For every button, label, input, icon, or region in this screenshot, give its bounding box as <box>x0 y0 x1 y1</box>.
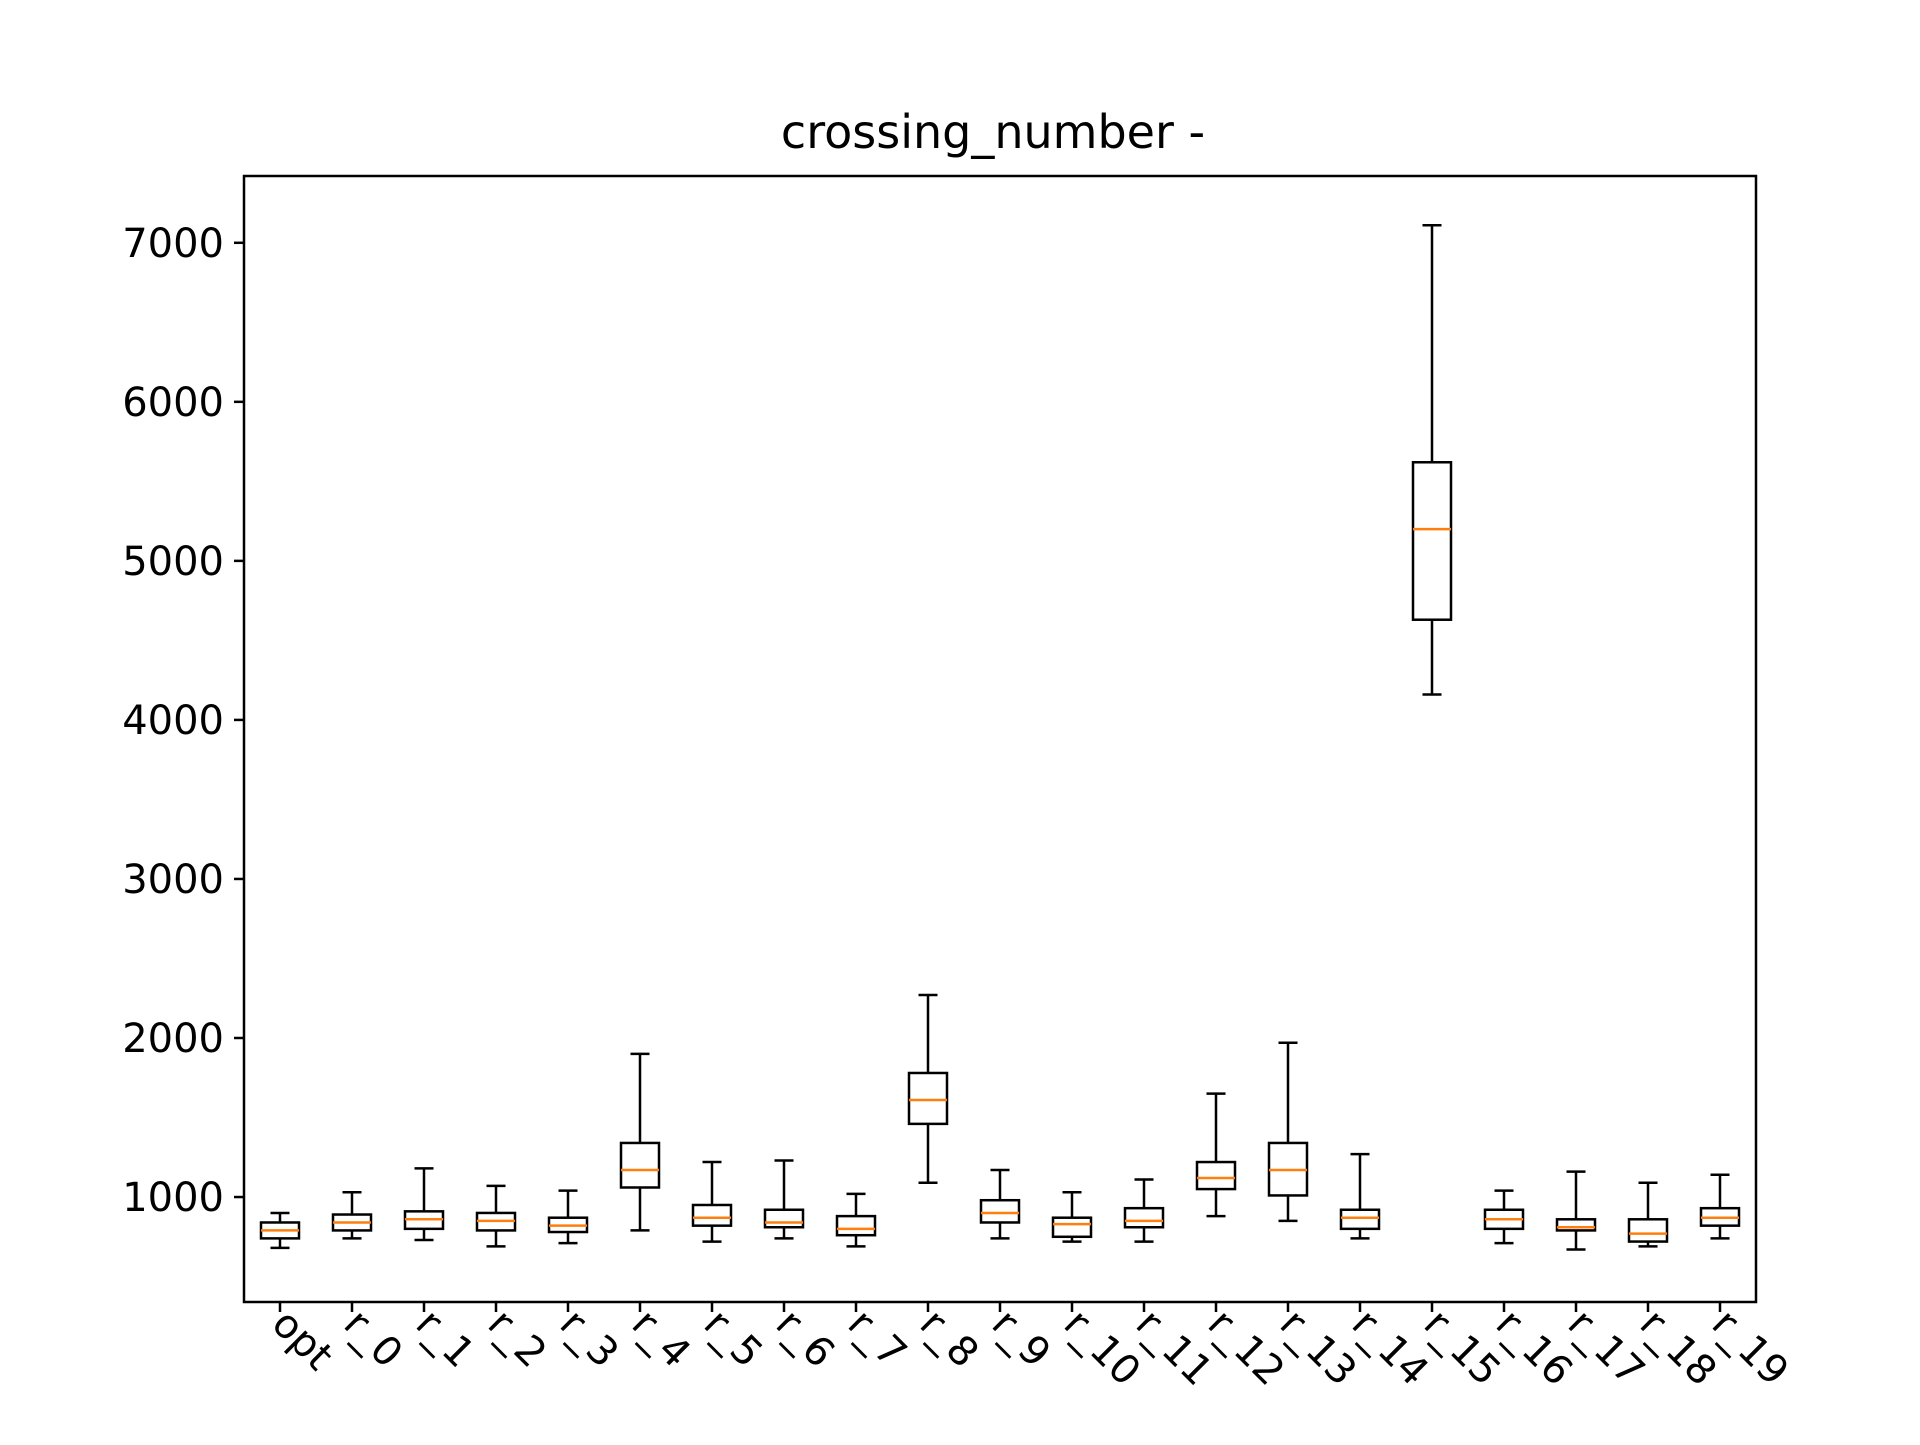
x-tick-label: r_18 <box>1631 1301 1725 1395</box>
box-r-16 <box>1483 1189 1525 1245</box>
x-tick-label: r_9 <box>983 1301 1059 1377</box>
box-body <box>835 1214 877 1237</box>
box-r-13 <box>1267 1041 1309 1223</box>
box-r-2 <box>475 1184 517 1248</box>
y-tick-label: 5000 <box>122 539 224 585</box>
box-r-14 <box>1339 1152 1381 1240</box>
box-r-0 <box>331 1191 373 1240</box>
y-tick-label: 1000 <box>122 1175 224 1221</box>
box-r-11 <box>1123 1178 1165 1243</box>
box-r-15 <box>1411 224 1453 696</box>
box-r-12 <box>1195 1092 1237 1218</box>
box-body <box>979 1198 1021 1224</box>
x-tick-label: r_15 <box>1415 1301 1509 1395</box>
box-r-3 <box>547 1189 589 1245</box>
x-tick-label: r_16 <box>1487 1301 1581 1395</box>
x-tick-label: r_12 <box>1199 1301 1293 1395</box>
chart-title: crossing_number - <box>781 105 1205 159</box>
box-r-1 <box>403 1167 445 1242</box>
box-body <box>1123 1206 1165 1229</box>
x-tick-label: r_3 <box>551 1301 627 1377</box>
box-r-10 <box>1051 1191 1093 1243</box>
box-body <box>691 1203 733 1227</box>
x-tick-label: r_8 <box>911 1301 987 1377</box>
box-body <box>763 1208 805 1229</box>
x-tick-label: r_17 <box>1559 1301 1653 1395</box>
box-body <box>1051 1216 1093 1239</box>
axes-layer: 1000 2000 3000 4000 5000 6000 7000 optr_0r_1r_2… <box>122 174 1797 1395</box>
box-body <box>1339 1208 1381 1231</box>
x-tick-label: r_10 <box>1055 1301 1149 1395</box>
box-body <box>1411 461 1453 621</box>
x-tick-label: r_19 <box>1703 1301 1797 1395</box>
box-r-4 <box>619 1052 661 1232</box>
box-opt <box>259 1211 301 1250</box>
box-body <box>1627 1218 1669 1243</box>
y-tick-label: 7000 <box>122 221 224 267</box>
box-r-7 <box>835 1192 877 1248</box>
box-r-17 <box>1555 1170 1597 1251</box>
box-r-18 <box>1627 1181 1669 1248</box>
box-body <box>907 1071 949 1126</box>
plot-frame <box>242 174 1758 1304</box>
y-tick-label: 2000 <box>122 1016 224 1062</box>
box-body <box>1195 1160 1237 1191</box>
x-tick-label: r_14 <box>1343 1301 1437 1395</box>
box-body <box>1555 1218 1597 1232</box>
y-tick-label: 4000 <box>122 698 224 744</box>
box-r-9 <box>979 1168 1021 1240</box>
box-r-19 <box>1699 1173 1741 1240</box>
x-tick-label: r_1 <box>407 1301 483 1377</box>
box-r-8 <box>907 993 949 1184</box>
x-tick-label: r_0 <box>335 1301 411 1377</box>
x-tick-label: r_6 <box>767 1301 843 1377</box>
box-body <box>619 1141 661 1189</box>
box-r-5 <box>691 1160 733 1243</box>
y-tick-label: 3000 <box>122 857 224 903</box>
x-tick-label: r_2 <box>479 1301 555 1377</box>
x-tick-label: r_7 <box>839 1301 915 1377</box>
x-tick-label: opt <box>263 1301 342 1380</box>
boxes-layer <box>259 224 1741 1251</box>
y-tick-label: 6000 <box>122 380 224 426</box>
x-tick-label: r_5 <box>695 1301 771 1377</box>
x-tick-label: r_4 <box>623 1301 699 1377</box>
x-tick-label: r_13 <box>1271 1301 1365 1395</box>
box-r-6 <box>763 1159 805 1240</box>
x-tick-label: r_11 <box>1127 1301 1221 1395</box>
